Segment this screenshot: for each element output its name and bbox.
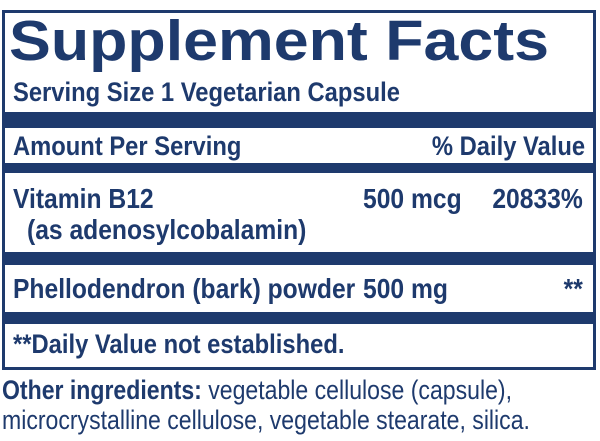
divider-bar-mid xyxy=(5,252,593,265)
ingredient-amount: 500 mg xyxy=(363,273,460,305)
amount-per-serving-header: Amount Per Serving xyxy=(13,131,273,162)
daily-value-text: % Daily Value xyxy=(431,131,585,161)
divider-bar-thick-top xyxy=(5,112,593,128)
supplement-facts-panel: Supplement Facts Serving Size 1 Vegetari… xyxy=(2,10,596,370)
ingredient-name: Phellodendron (bark) powder xyxy=(13,273,402,305)
ingredient-row-phellodendron: Phellodendron (bark) powder 500 mg ** xyxy=(5,273,593,305)
phellodendron-amount-text: 500 mg xyxy=(363,273,448,304)
ingredient-name: Vitamin B12 xyxy=(13,183,173,215)
other-ingredients-text: vegetable cellulose (capsule), microcrys… xyxy=(2,375,530,435)
daily-value-footnote-text: **Daily Value not established. xyxy=(13,329,345,359)
supplement-facts-title: Supplement Facts xyxy=(9,9,550,73)
vitamin-b12-dv-text: 20833% xyxy=(492,183,583,214)
serving-size-text: Serving Size 1 Vegetarian Capsule xyxy=(13,77,400,107)
phellodendron-name-text: Phellodendron (bark) powder xyxy=(13,273,356,304)
divider-bar-under-header xyxy=(5,163,593,173)
vitamin-b12-detail-text: (as adenosylcobalamin) xyxy=(27,214,307,245)
other-ingredients-label: Other ingredients: xyxy=(2,375,202,405)
daily-value-header: % Daily Value xyxy=(411,131,585,162)
ingredient-amount: 500 mcg xyxy=(363,183,475,215)
divider-bar-bottom xyxy=(5,312,593,324)
ingredient-daily-value: ** xyxy=(561,273,583,305)
ingredient-daily-value: 20833% xyxy=(480,183,583,215)
ingredient-row-vitamin-b12: Vitamin B12 500 mcg 20833% xyxy=(5,183,593,215)
other-ingredients-paragraph: Other ingredients: vegetable cellulose (… xyxy=(2,375,587,435)
serving-size-line: Serving Size 1 Vegetarian Capsule xyxy=(13,77,453,107)
column-header-row: Amount Per Serving % Daily Value xyxy=(5,131,593,161)
vitamin-b12-name-text: Vitamin B12 xyxy=(13,183,154,214)
daily-value-footnote: **Daily Value not established. xyxy=(13,329,390,360)
ingredient-detail: (as adenosylcobalamin) xyxy=(27,214,344,246)
amount-per-serving-text: Amount Per Serving xyxy=(13,131,242,161)
ingredient-row-vitamin-b12-detail: (as adenosylcobalamin) xyxy=(5,214,593,246)
vitamin-b12-amount-text: 500 mcg xyxy=(363,183,462,214)
phellodendron-dv-text: ** xyxy=(563,273,583,304)
